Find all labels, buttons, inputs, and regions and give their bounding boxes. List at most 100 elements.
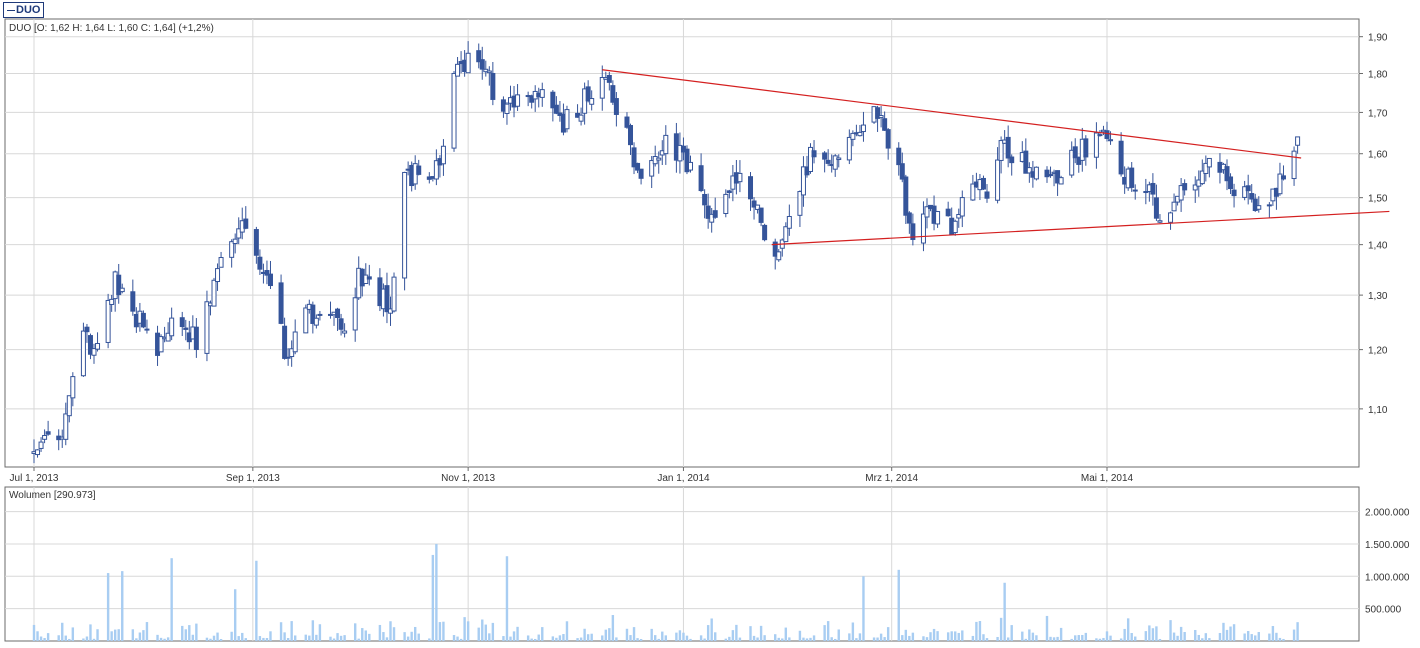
candle-body	[1199, 170, 1205, 185]
candle-body	[906, 212, 912, 224]
candle-body	[218, 257, 224, 268]
volume-bar	[788, 637, 791, 641]
volume-bar	[435, 543, 438, 641]
trendline-support[interactable]	[771, 210, 1390, 246]
candle-body	[1055, 170, 1061, 184]
volume-bar	[389, 621, 392, 641]
volume-bar	[286, 638, 290, 641]
volume-bar	[1208, 638, 1211, 641]
volume-bar	[883, 637, 886, 641]
volume-bar	[382, 632, 385, 641]
volume-bar	[971, 635, 975, 641]
price-axis-labels: 1,10 1,20 1,30 1,40 1,50 1,60 1,70 1,80 1,90	[1368, 33, 1388, 416]
candle-body	[193, 326, 199, 350]
price-tick-label: 1,30	[1368, 291, 1388, 302]
candle-body	[613, 98, 619, 115]
candle-body	[504, 103, 510, 114]
volume-bar	[706, 625, 710, 641]
volume-bar	[392, 627, 396, 641]
candle-body	[352, 297, 358, 331]
volume-bar	[512, 631, 516, 641]
volume-bar	[703, 638, 706, 641]
volume-bar	[996, 636, 999, 641]
candle-body	[920, 213, 926, 244]
volume-bar	[431, 554, 435, 641]
candle-body	[610, 85, 616, 103]
volume-bar	[534, 638, 537, 641]
volume-bar	[823, 625, 826, 641]
candle-body	[1242, 186, 1248, 198]
candle-body	[1104, 130, 1110, 139]
candle-body	[709, 213, 715, 223]
candle-body	[80, 330, 86, 377]
volume-bar	[1201, 638, 1204, 641]
volume-bar	[463, 617, 466, 641]
volume-bar	[562, 634, 565, 641]
volume-bar	[911, 632, 915, 641]
trendline-resistance[interactable]	[602, 69, 1302, 159]
candle-body	[338, 318, 344, 330]
candle-body	[1072, 146, 1078, 159]
volume-bar	[879, 633, 883, 641]
volume-bar	[191, 634, 195, 641]
volume-bar	[1148, 625, 1151, 641]
candle-body	[825, 159, 831, 164]
candle-body	[179, 317, 185, 328]
volume-bar	[611, 615, 615, 641]
volume-bar	[639, 639, 643, 641]
volume-bar	[438, 622, 442, 641]
price-tick-label: 1,60	[1368, 150, 1388, 161]
volume-bar	[406, 636, 410, 641]
volume-bar	[1105, 631, 1109, 641]
symbol-tab[interactable]: DUO	[3, 2, 45, 18]
volume-bar	[1176, 635, 1179, 641]
volume-bar	[156, 634, 159, 641]
volume-bar	[1243, 633, 1246, 641]
volume-bar	[293, 635, 297, 641]
candle-body	[924, 206, 930, 218]
date-tick-label: Nov 1, 2013	[441, 473, 495, 484]
candle-body	[38, 441, 44, 449]
price-tick-label: 1,50	[1368, 194, 1388, 205]
candle-body	[959, 197, 965, 217]
volume-bar	[368, 633, 371, 641]
price-tick-label: 1,70	[1368, 108, 1388, 119]
volume-bar	[738, 637, 742, 641]
candle-body	[140, 312, 146, 328]
volume-bar	[64, 635, 67, 641]
candle-body	[42, 435, 48, 440]
volume-bar	[1006, 637, 1010, 641]
candle-body	[264, 270, 270, 276]
volume-bar	[1130, 633, 1133, 641]
volume-bar	[929, 632, 932, 641]
volume-bar	[258, 636, 262, 641]
date-tick-label: Mai 1, 2014	[1081, 473, 1134, 484]
volume-bar	[1074, 635, 1077, 641]
volume-bar	[166, 637, 170, 641]
candle-body	[857, 131, 863, 137]
candle-body	[1009, 156, 1015, 164]
volume-bar	[181, 625, 184, 641]
volume-bar	[1109, 635, 1112, 641]
candle-body	[952, 220, 958, 234]
candle-body	[119, 287, 125, 293]
candle-body	[1044, 169, 1050, 178]
volume-bar	[353, 623, 357, 641]
volume-bar	[812, 635, 816, 641]
candle-body	[1005, 136, 1011, 159]
candle-body	[628, 125, 634, 146]
volume-bar	[85, 636, 89, 641]
volume-bar	[332, 638, 336, 641]
candle-body	[822, 152, 828, 160]
volume-bar	[1024, 638, 1028, 641]
volume-bar	[195, 623, 198, 641]
candle-body	[684, 148, 690, 173]
volume-bar	[138, 632, 142, 641]
volume-bar	[315, 634, 318, 641]
volume-bar	[604, 629, 607, 641]
volume-bar	[904, 629, 908, 641]
volume-bar	[897, 569, 900, 641]
volume-bar	[1257, 632, 1260, 641]
volume-bar	[1246, 631, 1250, 641]
candle-body	[1168, 212, 1174, 223]
